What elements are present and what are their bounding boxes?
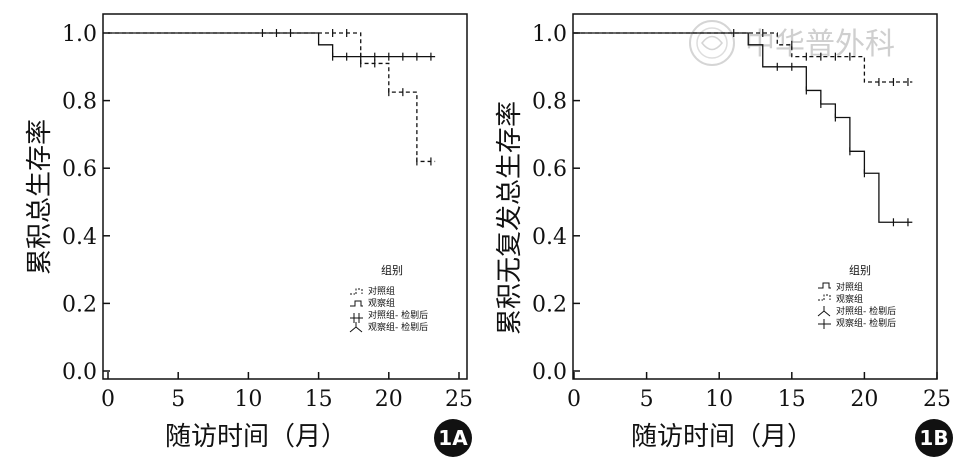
watermark-seal-icon [689,20,735,66]
x-axis-title: 随访时间（月） [631,422,813,452]
x-tick-label: 25 [445,387,473,412]
y-tick-label: 0.6 [62,157,97,182]
legend-label: 对照组- 检剔后 [836,305,896,317]
legend-label: 对照组- 检剔后 [368,309,428,321]
legend-entry-censor-dashed: 对照组- 检剔后 [350,309,428,323]
legend: 组别 对照组 观察组 对照组- 检剔后 观察组- 检剔后 [349,263,428,333]
y-tick-label: 1.0 [532,22,567,47]
x-tick-label: 10 [234,387,262,412]
legend-label: 对照组 [836,281,863,293]
legend-entry-censor-solid: 观察组- 检剔后 [349,321,428,333]
y-axis-title: 累积总生存率 [25,119,55,275]
y-axis: 0.0 0.2 0.4 0.6 0.8 1.0 [62,22,110,385]
x-tick-label: 5 [640,387,654,412]
legend-entry-solid: 观察组 [350,297,395,309]
panel-badge: 1A [434,419,472,457]
legend-label: 观察组 [368,297,395,309]
series-layer [574,29,913,227]
x-axis-title: 随访时间（月） [165,422,347,452]
x-axis: 0 5 10 15 20 25 [101,372,473,412]
x-tick-label: 15 [778,387,806,412]
series-line [108,32,436,58]
legend-label: 观察组 [836,293,863,305]
x-tick-label: 15 [305,387,333,412]
x-tick-label: 10 [705,387,733,412]
y-tick-label: 0.2 [62,292,97,317]
legend-label: 观察组- 检剔后 [368,321,428,333]
x-tick-label: 20 [850,387,878,412]
y-tick-label: 0.4 [62,225,97,250]
series-line [574,32,913,83]
x-tick-label: 0 [101,387,115,412]
y-tick-label: 0.0 [62,360,97,385]
panel-badge-label: 1B [919,426,948,450]
y-tick-label: 0.8 [532,90,567,115]
legend-entry-censor-solid: 对照组- 检剔后 [817,305,896,317]
x-axis: 0 5 10 15 20 25 [567,372,951,412]
chart-panel-1b: 0.00.20.40.60.81.0 0 5 10 15 20 25 累积无复发总生存率 … [495,13,953,457]
panel-badge-label: 1A [438,426,468,450]
y-tick-label: 0.6 [532,157,567,182]
series-layer [108,29,436,166]
legend-entry-dashed: 对照组 [350,285,395,297]
x-tick-label: 5 [171,387,185,412]
series-line [108,32,436,163]
x-tick-label: 20 [375,387,403,412]
y-tick-label: 0.2 [532,292,567,317]
legend-entry-censor-cross: 观察组- 检剔后 [818,317,896,329]
x-tick-label: 0 [567,387,581,412]
legend: 组别 对照组 观察组 对照组- 检剔后 观察组- 检剔后 [817,263,896,329]
legend-label: 对照组 [368,285,395,297]
legend-entry-dashed: 观察组 [818,293,863,305]
legend-label: 观察组- 检剔后 [836,317,896,329]
chart-panel-1a: 0.0 0.2 0.4 0.6 0.8 1.0 0 5 10 15 20 25 累积总生存率 随访时… [25,13,473,457]
plot-frame [102,13,468,380]
legend-title: 组别 [849,263,871,277]
plot-frame [572,13,938,380]
legend-title: 组别 [381,263,403,277]
series-line [574,32,913,223]
y-tick-label: 0.0 [532,360,567,385]
x-tick-label: 25 [923,387,951,412]
y-tick-label: 0.4 [532,225,567,250]
y-axis-title: 累积无复发总生存率 [495,101,525,335]
y-tick-label: 1.0 [62,22,97,47]
legend-entry-solid: 对照组 [818,281,863,293]
y-tick-label: 0.8 [62,90,97,115]
panel-badge: 1B [915,419,953,457]
y-axis: 0.0 0.2 0.4 0.6 0.8 1.0 [532,22,580,385]
